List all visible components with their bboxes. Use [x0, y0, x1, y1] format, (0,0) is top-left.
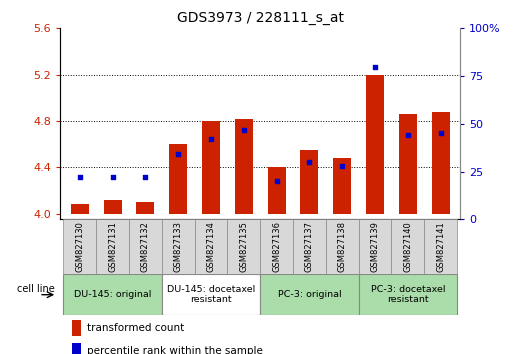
Bar: [260, 219, 293, 274]
Point: [108, 175, 117, 180]
Text: GSM827131: GSM827131: [108, 221, 117, 272]
Text: DU-145: original: DU-145: original: [74, 290, 151, 299]
Bar: [137, 202, 154, 214]
Bar: [260, 274, 359, 315]
Bar: [129, 219, 162, 274]
Bar: [399, 114, 417, 214]
Point: [240, 127, 248, 132]
Text: transformed count: transformed count: [87, 323, 184, 333]
Text: GSM827135: GSM827135: [240, 221, 248, 272]
Point: [272, 178, 281, 184]
Bar: [431, 112, 450, 214]
Bar: [228, 219, 260, 274]
Bar: [169, 144, 187, 214]
Bar: [326, 219, 359, 274]
Point: [141, 175, 150, 180]
Bar: [162, 274, 260, 315]
Bar: [235, 119, 253, 214]
Bar: [366, 75, 384, 214]
Bar: [63, 219, 96, 274]
Bar: [293, 219, 326, 274]
Bar: [63, 274, 162, 315]
Bar: [96, 219, 129, 274]
Point: [436, 131, 445, 136]
Text: GSM827138: GSM827138: [338, 221, 347, 272]
Text: DU-145: docetaxel
resistant: DU-145: docetaxel resistant: [167, 285, 255, 304]
Text: GSM827130: GSM827130: [75, 221, 84, 272]
Text: cell line: cell line: [17, 284, 54, 293]
Text: GSM827133: GSM827133: [174, 221, 183, 272]
Text: percentile rank within the sample: percentile rank within the sample: [87, 346, 263, 354]
Text: GSM827134: GSM827134: [207, 221, 215, 272]
Text: GSM827140: GSM827140: [403, 221, 412, 272]
Point: [207, 136, 215, 142]
Bar: [72, 343, 81, 354]
Point: [76, 175, 84, 180]
Bar: [202, 121, 220, 214]
Bar: [359, 219, 391, 274]
Point: [371, 64, 379, 69]
Bar: [391, 219, 424, 274]
Bar: [104, 200, 122, 214]
Bar: [333, 158, 351, 214]
Point: [174, 152, 183, 157]
Bar: [162, 219, 195, 274]
Text: GSM827137: GSM827137: [305, 221, 314, 272]
Point: [305, 159, 314, 165]
Bar: [359, 274, 457, 315]
Text: GSM827136: GSM827136: [272, 221, 281, 272]
Bar: [72, 320, 81, 336]
Bar: [268, 167, 286, 214]
Text: PC-3: docetaxel
resistant: PC-3: docetaxel resistant: [370, 285, 445, 304]
Text: GSM827139: GSM827139: [370, 221, 380, 272]
Text: GSM827132: GSM827132: [141, 221, 150, 272]
Point: [338, 163, 346, 169]
Text: PC-3: original: PC-3: original: [278, 290, 341, 299]
Point: [404, 132, 412, 138]
Bar: [195, 219, 228, 274]
Title: GDS3973 / 228111_s_at: GDS3973 / 228111_s_at: [177, 11, 344, 24]
Text: GSM827141: GSM827141: [436, 221, 445, 272]
Bar: [71, 204, 89, 214]
Bar: [300, 150, 319, 214]
Bar: [424, 219, 457, 274]
